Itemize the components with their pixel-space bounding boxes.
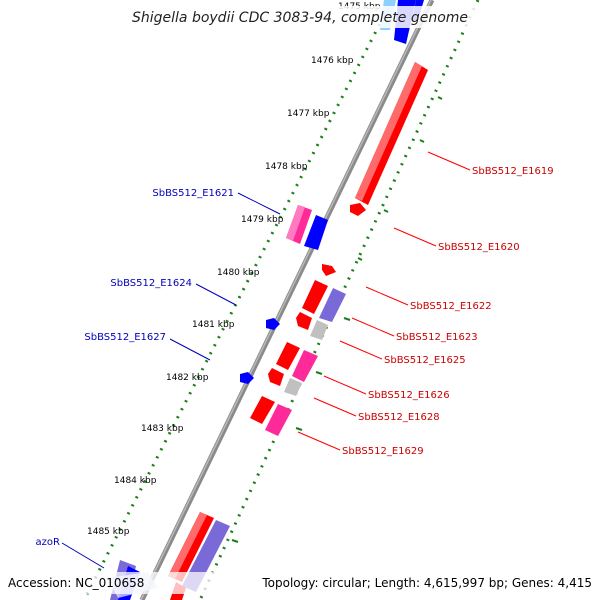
right-tick-marks	[231, 96, 443, 543]
kbp-label: 1481 kbp	[192, 320, 235, 330]
gene-SbBS512_E1624	[266, 318, 280, 330]
kbp-label: 1484 kbp	[114, 476, 157, 486]
kbp-label: 1476 kbp	[311, 56, 354, 66]
gene-SbBS512_E1620	[350, 203, 366, 216]
gene-label: SbBS512_E1621	[152, 188, 234, 199]
gene-SbBS512_E1628	[250, 396, 292, 436]
gene-label: SbBS512_E1624	[110, 278, 192, 289]
leader-lines-right	[297, 151, 471, 451]
kbp-label: 1479 kbp	[241, 215, 284, 225]
gene-label: SbBS512_E1622	[410, 301, 492, 312]
genome-backbone	[139, 0, 435, 600]
kbp-label: 1480 kbp	[217, 268, 260, 278]
map-title: Shigella boydii CDC 3083-94, complete ge…	[132, 10, 468, 26]
kbp-label: 1485 kbp	[87, 527, 130, 537]
gene-label: SbBS512_E1629	[342, 446, 424, 457]
gene-SbBS512_E1622	[322, 264, 336, 276]
gene-SbBS512_E1621	[286, 205, 328, 250]
gene-labels-right: SbBS512_E1619 SbBS512_E1620 SbBS512_E162…	[342, 166, 554, 457]
gene-SbBS512_E1619	[355, 62, 428, 205]
kbp-label: 1483 kbp	[141, 424, 184, 434]
gene-label: azoR	[36, 537, 60, 548]
gene-label: SbBS512_E1626	[368, 390, 450, 401]
kbp-label: 1482 kbp	[166, 373, 209, 383]
outer-dotted-ring-left	[82, 0, 394, 600]
kbp-label: 1477 kbp	[287, 109, 330, 119]
kbp-label: 1478 kbp	[265, 162, 308, 172]
gene-labels-left: SbBS512_E1621 SbBS512_E1624 SbBS512_E162…	[36, 188, 234, 548]
kbp-tick-labels: 1475 kbp 1476 kbp 1477 kbp 1478 kbp 1479…	[87, 2, 381, 537]
gene-label: SbBS512_E1620	[438, 242, 520, 253]
leader-lines-left	[61, 192, 281, 569]
gene-label: SbBS512_E1628	[358, 412, 440, 423]
gene-label: SbBS512_E1623	[396, 332, 478, 343]
gene-SbBS512_E1623	[296, 280, 346, 340]
gene-SbBS512_E1627	[240, 372, 254, 384]
gene-label: SbBS512_E1619	[472, 166, 554, 177]
gene-label: SbBS512_E1627	[84, 332, 166, 343]
gene-label: SbBS512_E1625	[384, 355, 466, 366]
gene-SbBS512_E1625	[268, 342, 318, 396]
topology-text: Topology: circular; Length: 4,615,997 bp…	[261, 576, 592, 590]
accession-text: Accession: NC_010658	[8, 576, 144, 590]
